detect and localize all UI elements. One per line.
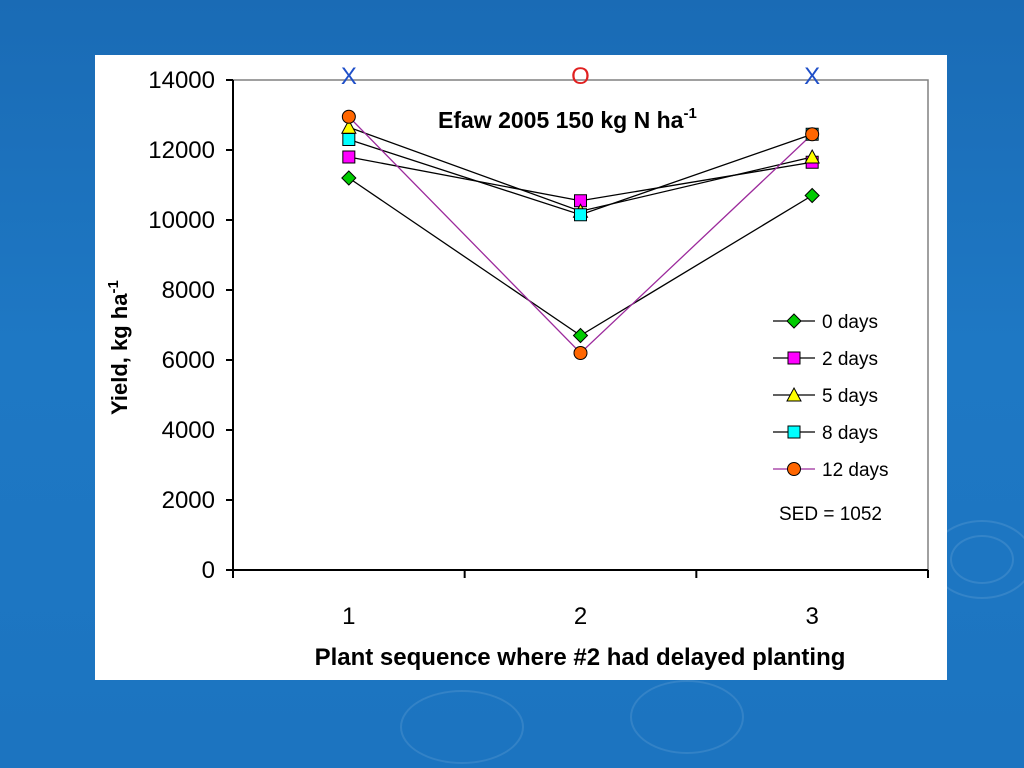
data-point-12-days [805, 127, 820, 142]
chart-panel: 0 2000 4000 6000 8000 10000 12000 14000 1 2 3 X O X… [95, 55, 947, 680]
legend-label: 8 days [822, 423, 878, 444]
category-annotation: O [571, 63, 590, 90]
y-tick-label: 6000 [162, 347, 215, 374]
y-tick-label: 8000 [162, 277, 215, 304]
x-axis-ticks: 1 2 3 [232, 570, 929, 630]
x-axis-title: Plant sequence where #2 had delayed plan… [315, 644, 846, 671]
y-tick-label: 14000 [148, 67, 215, 94]
series-lines [348, 116, 813, 354]
series-line-2-days [348, 156, 813, 202]
category-annotation: X [341, 63, 357, 90]
legend-label: 5 days [822, 386, 878, 407]
legend-marker [787, 425, 801, 439]
legend-item-0-days: 0 days [773, 312, 878, 333]
x-tick-label: 2 [574, 603, 587, 630]
chart-title: Efaw 2005 150 kg N ha-1 [438, 105, 697, 133]
legend-marker [786, 313, 802, 329]
data-point-0-days [804, 187, 820, 204]
y-tick-label: 4000 [162, 417, 215, 444]
category-annotation: X [804, 63, 820, 90]
data-point-0-days [572, 327, 589, 344]
ripple-decoration [630, 680, 744, 754]
legend-item-8-days: 8 days [773, 423, 878, 444]
legend-item-5-days: 5 days [773, 386, 878, 407]
x-tick-label: 1 [342, 603, 355, 630]
data-point-8-days [342, 133, 356, 146]
y-axis-title: Yield, kg ha-1 [105, 280, 132, 415]
legend: 0 days 2 days 5 days 8 days 12 days [773, 312, 889, 481]
series-markers [340, 109, 821, 360]
legend-label: 0 days [822, 312, 878, 333]
y-axis-ticks: 0 2000 4000 6000 8000 10000 12000 14000 [148, 67, 233, 584]
legend-label: 12 days [822, 460, 889, 481]
x-tick-label: 3 [805, 603, 818, 630]
y-tick-label: 0 [202, 557, 215, 584]
legend-marker [787, 462, 801, 476]
data-point-2-days [342, 150, 356, 164]
data-point-0-days [341, 170, 357, 186]
sed-label: SED = 1052 [779, 504, 882, 525]
legend-label: 2 days [822, 349, 878, 370]
legend-marker [787, 351, 801, 365]
ripple-decoration [400, 690, 524, 764]
data-point-12-days [573, 346, 588, 360]
y-tick-label: 12000 [148, 137, 215, 164]
legend-item-12-days: 12 days [773, 460, 889, 481]
data-point-5-days [804, 148, 821, 164]
data-point-12-days [341, 109, 356, 124]
y-tick-label: 2000 [162, 487, 215, 514]
y-tick-label: 10000 [148, 207, 215, 234]
data-point-8-days [574, 208, 587, 222]
chart: 0 2000 4000 6000 8000 10000 12000 14000 1 2 3 X O X… [105, 63, 929, 671]
legend-marker [786, 386, 802, 402]
legend-item-2-days: 2 days [773, 349, 878, 370]
